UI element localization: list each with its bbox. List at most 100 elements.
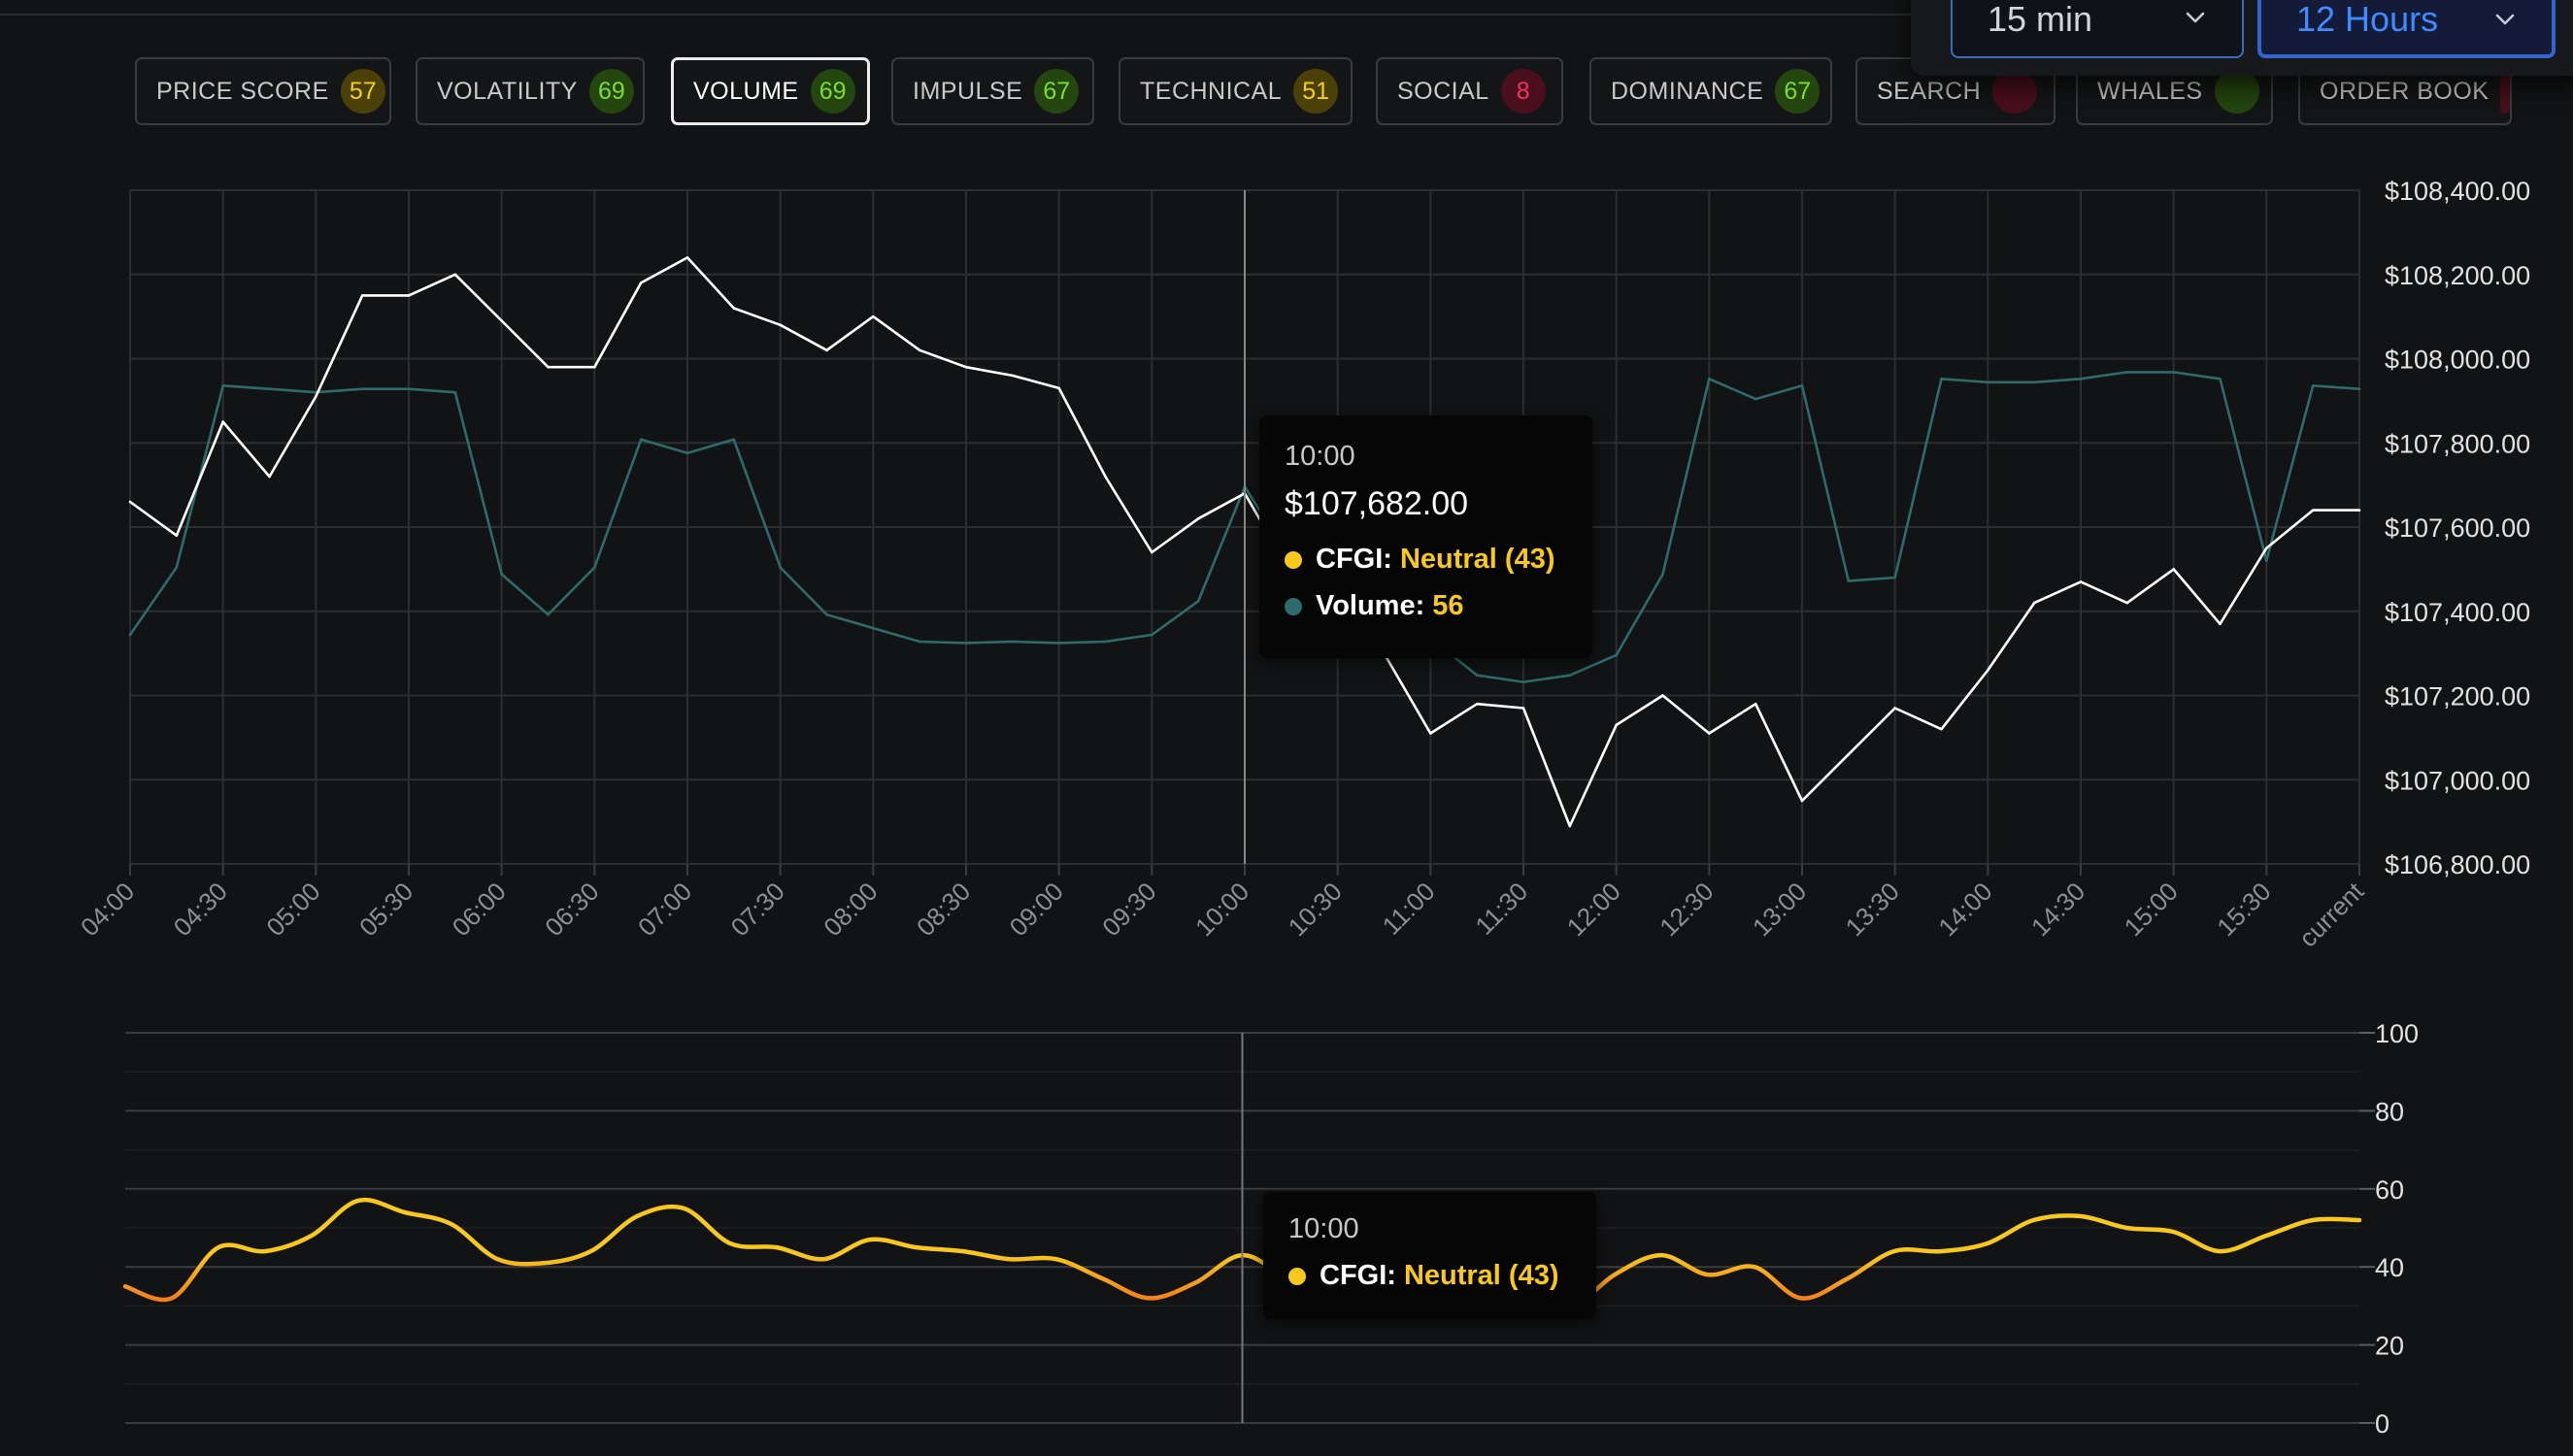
x-tick-label: 12:00 (1561, 877, 1626, 942)
price-point (2079, 580, 2083, 583)
price-point (1847, 752, 1851, 756)
tooltip-cfgi-row: CFGI: Neutral (43) (1288, 1260, 1558, 1292)
price-point (1151, 550, 1153, 554)
interval-value: 15 min (1988, 0, 2093, 39)
price-point (872, 314, 875, 318)
x-tick-label: 14:00 (1932, 877, 1997, 942)
tooltip-cfgi-row: CFGI: Neutral (43) (1285, 544, 1554, 576)
price-point (1940, 727, 1943, 731)
price-point (221, 420, 224, 423)
tooltip-cfgi-value: Neutral (43) (1399, 544, 1555, 575)
range-value: 12 Hours (2296, 0, 2439, 39)
volume-point (1568, 674, 1572, 677)
price-point (918, 348, 921, 352)
y-tick-label: $106,800.00 (2385, 850, 2530, 879)
tab-social[interactable]: SOCIAL 8 (1376, 57, 1563, 125)
score-badge: 8 (1500, 69, 1546, 114)
tooltip-cfgi-value: Neutral (43) (1403, 1260, 1559, 1291)
volume-point (1196, 600, 1200, 603)
tab-label: VOLATILITY (437, 77, 578, 105)
volume-point (685, 451, 689, 454)
price-point (685, 256, 689, 259)
volume-point (2125, 371, 2129, 374)
price-point (1800, 799, 1804, 803)
x-tick-label: 04:00 (75, 877, 140, 942)
price-point (1708, 732, 1711, 735)
score-badge: 57 (340, 69, 385, 114)
chevron-down-icon (2495, 14, 2515, 25)
tooltip-volume-row: Volume: 56 (1285, 590, 1464, 622)
cfgi-dot-icon (1288, 1267, 1306, 1285)
volume-point (268, 387, 271, 391)
volume-point (500, 573, 503, 576)
tab-label: DOMINANCE (1611, 77, 1764, 105)
volume-point (1987, 381, 1989, 384)
price-point (2125, 601, 2129, 605)
volume-point (825, 612, 828, 616)
score-badge: 69 (588, 69, 634, 114)
volume-point (779, 566, 782, 569)
main-chart-tooltip: 10:00 $107,682.00 CFGI: Neutral (43) Vol… (1259, 415, 1592, 658)
price-point (2265, 546, 2268, 549)
volume-point (1104, 640, 1107, 644)
tab-dominance[interactable]: DOMINANCE 67 (1589, 57, 1832, 125)
price-point (593, 365, 596, 369)
x-tick-label: 13:00 (1747, 877, 1812, 942)
price-point (1429, 732, 1432, 735)
price-point (2219, 622, 2222, 626)
y-tick-label: $107,800.00 (2385, 429, 2530, 458)
volume-point (2172, 371, 2175, 374)
y-tick-label: 60 (2375, 1175, 2404, 1205)
price-point (268, 475, 271, 479)
tooltip-volume-label: Volume: (1316, 590, 1425, 621)
score-badge (1992, 69, 2038, 114)
tab-price-score[interactable]: PRICE SCORE 57 (135, 57, 391, 125)
volume-point (1057, 642, 1060, 645)
x-tick-label: 06:30 (539, 877, 604, 942)
volume-point (1615, 653, 1618, 657)
tab-impulse[interactable]: IMPULSE 67 (891, 57, 1094, 125)
price-point (1754, 702, 1757, 706)
volume-point (1708, 378, 1711, 381)
price-point (1196, 517, 1200, 520)
volume-point (1754, 397, 1757, 401)
tab-volume[interactable]: VOLUME 69 (671, 57, 870, 125)
interval-dropdown[interactable]: 15 min (1951, 0, 2244, 58)
volume-point (2032, 381, 2036, 384)
price-point (1521, 707, 1525, 710)
volume-point (1847, 579, 1851, 582)
x-tick-label: 10:00 (1189, 877, 1254, 942)
tab-label: VOLUME (693, 77, 799, 105)
score-badge (2500, 69, 2510, 114)
volume-point (2357, 387, 2361, 391)
y-tick-label: 0 (2375, 1409, 2389, 1439)
price-point (360, 294, 364, 297)
volume-point (918, 640, 921, 644)
tab-technical[interactable]: TECHNICAL 51 (1119, 57, 1353, 125)
x-tick-label: 10:30 (1283, 877, 1348, 942)
tab-label: IMPULSE (913, 77, 1023, 105)
tab-volatility[interactable]: VOLATILITY 69 (416, 57, 645, 125)
price-point (1011, 374, 1015, 378)
cfgi-dot-icon (1285, 550, 1302, 569)
x-tick-label: 09:00 (1004, 877, 1069, 942)
volume-point (1475, 674, 1479, 677)
range-dropdown[interactable]: 12 Hours (2257, 0, 2556, 58)
y-tick-label: 100 (2375, 1019, 2419, 1048)
price-point (1661, 694, 1664, 697)
y-tick-label: 20 (2375, 1332, 2404, 1361)
price-point (1568, 824, 1572, 828)
price-point (1615, 723, 1618, 727)
volume-point (547, 612, 550, 616)
x-tick-label: 04:30 (168, 877, 233, 942)
volume-point (2079, 378, 2083, 381)
tab-label: ORDER BOOK (2320, 77, 2489, 105)
price-point (500, 319, 503, 322)
price-point (2172, 568, 2175, 571)
score-badge: 67 (1034, 69, 1080, 114)
x-tick-label: 11:00 (1377, 877, 1441, 941)
price-volume-chart[interactable]: $108,400.00 $108,200.00 $108,000.00 $107,80… (0, 0, 2573, 1009)
cfgi-chart-tooltip: 10:00 CFGI: Neutral (43) (1263, 1192, 1596, 1319)
cfgi-chart[interactable]: 100 80 60 40 20 0 (0, 1009, 2573, 1456)
